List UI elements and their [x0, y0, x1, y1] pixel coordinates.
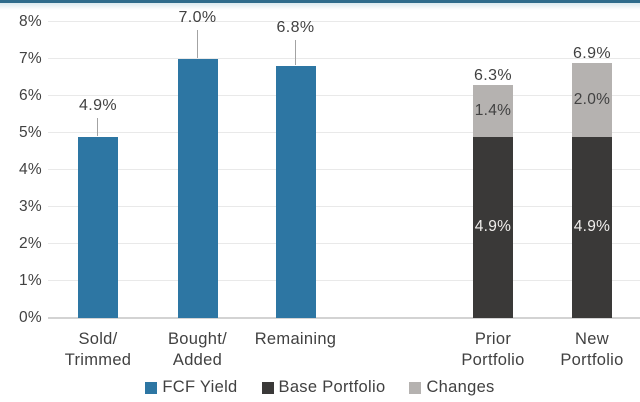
y-tick-label: 8% [18, 13, 42, 30]
category-label-line: Remaining [254, 330, 337, 348]
y-tick-label: 1% [18, 272, 42, 289]
bar-segment-value-label: 4.9% [572, 136, 612, 318]
y-tick-label: 6% [18, 87, 42, 104]
gridline [48, 58, 640, 59]
legend-item: Changes [409, 378, 494, 397]
bar-segment-value-label: 2.0% [572, 62, 612, 137]
gridline [48, 132, 640, 133]
category-label-line: Added [172, 351, 223, 369]
category-label-line: Portfolio [461, 351, 525, 369]
category-label: Bought/Added [123, 329, 273, 371]
gridline [48, 243, 640, 244]
bar-segment-value-label: 1.4% [473, 84, 513, 137]
category-label-line: Prior [474, 330, 512, 348]
y-tick-label: 3% [18, 198, 42, 215]
bar-segment [177, 59, 218, 318]
label-leader-line [196, 30, 198, 58]
label-leader-line [294, 40, 296, 66]
bar-total-label: 4.9% [78, 96, 118, 114]
top-strip-fade [0, 3, 640, 10]
bar-segment-value-label: 4.9% [473, 136, 513, 318]
bar-total-label: 6.8% [276, 19, 315, 37]
category-label: Sold/Trimmed [23, 329, 173, 371]
gridline [48, 206, 640, 207]
category-label-line: Portfolio [560, 351, 624, 369]
legend-swatch [145, 381, 158, 394]
category-label-line: New [575, 330, 609, 348]
y-tick-label: 0% [18, 309, 42, 326]
chart-legend: FCF Yield Base Portfolio Changes [0, 378, 640, 397]
bar-segment [78, 136, 118, 318]
legend-item: Base Portfolio [261, 378, 386, 397]
category-label-line: Bought/ [168, 330, 227, 348]
legend-swatch [261, 381, 274, 394]
y-tick-label: 7% [18, 50, 42, 67]
gridline [48, 95, 640, 96]
category-label-line: Sold/ [78, 330, 118, 348]
y-tick-label: 5% [18, 124, 42, 141]
bar-total-label: 7.0% [178, 9, 217, 26]
bar-total-label: 6.3% [473, 66, 513, 84]
x-axis-line [48, 317, 640, 319]
legend-item: FCF Yield [145, 378, 237, 397]
legend-label: Changes [426, 378, 495, 396]
gridline [48, 169, 640, 170]
bar-segment [275, 66, 316, 318]
legend-label: FCF Yield [162, 378, 238, 396]
legend-swatch [409, 381, 422, 394]
category-label: Remaining [221, 329, 371, 350]
y-tick-label: 2% [18, 235, 42, 252]
category-label: Prior Portfolio [418, 329, 568, 371]
gridline [48, 280, 640, 281]
gridline [48, 21, 640, 22]
bar-total-label: 6.9% [572, 44, 612, 62]
top-strip [0, 0, 640, 3]
label-leader-line [97, 117, 98, 136]
category-label-line: Trimmed [64, 351, 132, 369]
y-tick-label: 4% [18, 161, 42, 178]
legend-label: Base Portfolio [278, 378, 386, 396]
category-label: New Portfolio [517, 329, 640, 371]
